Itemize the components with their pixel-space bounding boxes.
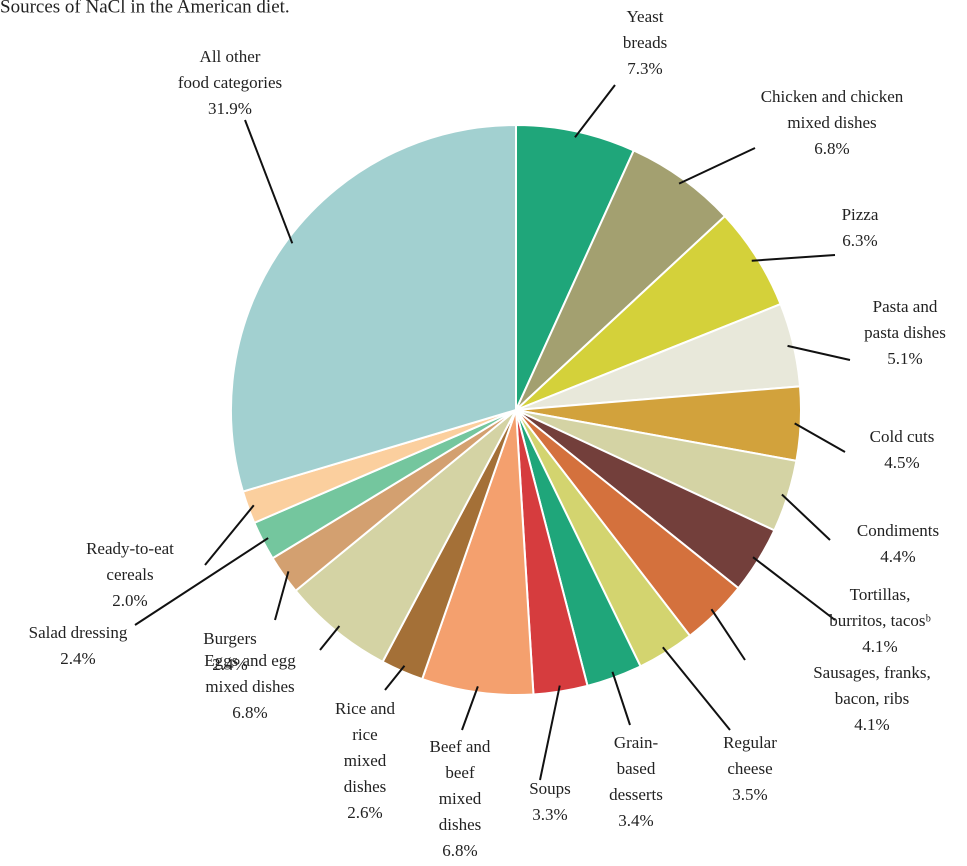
value-label: 6.3% xyxy=(842,231,877,250)
leader-line xyxy=(662,646,731,731)
leader-line xyxy=(787,344,851,361)
leader-line xyxy=(134,537,269,626)
slice-label: Beef and beef mixed dishes xyxy=(430,737,491,834)
slice-label: Yeast breads xyxy=(623,7,667,52)
slice-label: Cold cuts xyxy=(870,427,935,446)
leader-line xyxy=(611,671,631,726)
slice-label: Soups xyxy=(529,779,571,798)
value-label: 31.9% xyxy=(208,99,252,118)
value-label: 7.3% xyxy=(627,59,662,78)
value-label: 6.8% xyxy=(442,841,477,860)
leader-line xyxy=(319,625,341,651)
value-label: 6.8% xyxy=(232,703,267,722)
value-label: 6.8% xyxy=(814,139,849,158)
value-label: 4.1% xyxy=(862,637,897,656)
value-label: 4.4% xyxy=(880,547,915,566)
slice-label: Rice and rice mixed dishes xyxy=(335,699,395,796)
leader-line xyxy=(384,665,406,691)
value-label: 3.4% xyxy=(618,811,653,830)
slice-label: Ready-to-eat cereals xyxy=(86,539,174,584)
slice-label: Pasta and pasta dishes xyxy=(864,297,946,342)
slice-label: Pizza xyxy=(842,205,879,224)
slice-label: Salad dressing xyxy=(29,623,128,642)
value-label: 4.1% xyxy=(854,715,889,734)
value-label: 3.5% xyxy=(732,785,767,804)
value-label: 5.1% xyxy=(887,349,922,368)
slice-label: Regular cheese xyxy=(723,733,777,778)
value-label: 4.5% xyxy=(884,453,919,472)
leader-line xyxy=(752,556,836,621)
leader-line xyxy=(244,119,294,244)
slice-label: Tortillas, burritos, tacosᵇ xyxy=(829,585,931,630)
value-label: 2.4% xyxy=(212,655,247,674)
leader-line xyxy=(751,254,836,262)
leader-line xyxy=(204,504,255,566)
leader-line xyxy=(274,571,290,621)
value-label: 3.3% xyxy=(532,805,567,824)
leader-line xyxy=(574,84,616,138)
slice-label: Burgers xyxy=(203,629,257,648)
pie-slice xyxy=(230,123,517,493)
leader-line xyxy=(678,147,756,185)
value-label: 2.4% xyxy=(60,649,95,668)
slice-label: All other food categories xyxy=(178,47,282,92)
slice-label: Chicken and chicken mixed dishes xyxy=(761,87,904,132)
slice-label: Sausages, franks, bacon, ribs xyxy=(813,663,931,708)
slice-label: Condiments xyxy=(857,521,939,540)
leader-line xyxy=(461,686,479,731)
value-label: 2.6% xyxy=(347,803,382,822)
chart-title: Sources of NaCl in the American diet. xyxy=(0,0,290,17)
leader-line xyxy=(781,493,831,541)
leader-line xyxy=(539,685,561,781)
slice-label: Grain-based desserts xyxy=(609,733,663,804)
value-label: 2.0% xyxy=(112,591,147,610)
leader-line xyxy=(710,608,746,661)
pie-slice xyxy=(515,149,727,411)
slice-label: Eggs and egg mixed dishes xyxy=(204,651,296,696)
pie-slice xyxy=(515,123,636,411)
pie-slice xyxy=(420,409,535,696)
leader-line xyxy=(794,422,846,453)
